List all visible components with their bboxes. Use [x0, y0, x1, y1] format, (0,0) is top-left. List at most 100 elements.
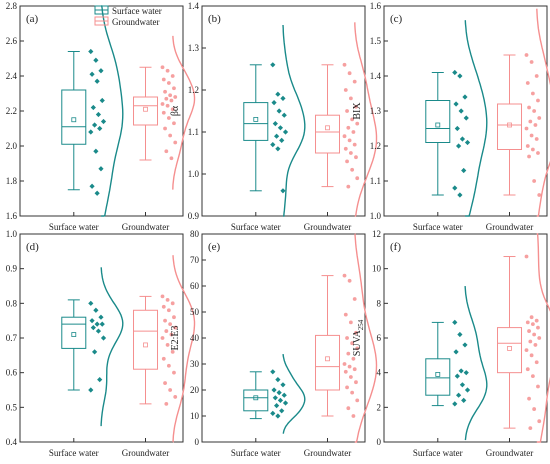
data-point [173, 95, 178, 99]
y-axis-label: SUVA254 [352, 319, 365, 356]
data-point [280, 382, 286, 388]
data-point [161, 110, 166, 115]
x-tick-label: Surface water [49, 222, 99, 232]
y-axis-label-text: SUVA [352, 330, 363, 357]
data-point [92, 122, 98, 128]
panel-b: 0.9 1.0 1.1 1.2 1.3 1.4 βα (b) Surface water Grou… [170, 1, 378, 232]
data-point [95, 111, 102, 118]
data-point [88, 48, 94, 55]
data-point [282, 400, 289, 406]
data-point [172, 121, 176, 126]
data-point [89, 318, 95, 324]
data-point [88, 300, 94, 306]
data-point [281, 112, 287, 118]
y-tick-label: 2.0 [6, 141, 18, 151]
y-tick-label: 30 [190, 359, 200, 369]
legend-item-surface-water: Surface water [94, 5, 162, 16]
y-tick-label: 1.1 [370, 176, 381, 186]
data-point [99, 321, 105, 327]
data-point [530, 374, 535, 379]
data-point [280, 95, 286, 101]
data-point [351, 356, 356, 361]
data-point [276, 108, 282, 114]
y-axis-label-subscript: 254 [357, 319, 365, 330]
data-point [537, 336, 542, 340]
x-tick-label: Surface water [231, 448, 281, 458]
data-point [463, 115, 469, 121]
data-point [456, 143, 462, 149]
data-point [88, 387, 94, 393]
data-point [170, 301, 175, 306]
data-point [530, 322, 535, 327]
y-tick-label: 0.8 [6, 298, 18, 308]
data-point [165, 343, 170, 347]
data-point [529, 315, 534, 320]
data-point [279, 137, 285, 143]
mean-marker [71, 332, 77, 337]
data-point [90, 104, 96, 111]
data-point [534, 137, 539, 141]
data-point [279, 408, 285, 414]
panel-e: 0 10 20 30 40 50 60 70 80 E2:E3 (e) Surface water Gr… [170, 229, 378, 458]
data-point [89, 183, 95, 189]
data-point [351, 414, 356, 418]
y-tick-label: 6 [377, 333, 382, 343]
data-point [461, 397, 467, 403]
data-point [275, 377, 281, 383]
series-groundwater [133, 35, 196, 190]
data-point [281, 392, 287, 398]
legend-item-groundwater: Groundwater [94, 16, 159, 27]
data-point [277, 125, 284, 131]
data-point [529, 353, 534, 358]
y-tick-label: 0.6 [6, 368, 18, 378]
data-point [524, 254, 529, 259]
data-point [348, 96, 353, 101]
data-point [348, 320, 353, 325]
series-surface-water [243, 24, 306, 217]
density-curve [172, 35, 196, 190]
data-point [524, 53, 529, 57]
data-point [350, 117, 355, 122]
data-point [534, 318, 539, 323]
plot-frame [19, 5, 184, 217]
data-point [525, 320, 530, 325]
data-point [163, 89, 167, 94]
data-point [463, 370, 469, 376]
density-curve [282, 354, 306, 434]
box-iqr [243, 389, 269, 412]
data-point [166, 81, 171, 85]
data-point [351, 130, 356, 134]
data-point [165, 297, 170, 302]
data-point [163, 381, 167, 385]
data-point [88, 129, 94, 135]
data-point [462, 94, 468, 100]
data-point [529, 133, 534, 138]
data-point [161, 356, 166, 361]
y-tick-label: 10 [372, 264, 382, 274]
data-point [343, 88, 348, 92]
data-point [536, 325, 540, 330]
legend-label: Groundwater [112, 17, 159, 27]
data-point [169, 156, 174, 161]
data-point [537, 193, 542, 197]
data-point [355, 176, 360, 181]
series-groundwater [497, 233, 550, 443]
density-curve [536, 233, 550, 443]
data-point [537, 116, 542, 120]
data-point [354, 330, 358, 335]
mean-marker [507, 122, 512, 128]
y-tick-label: 1.4 [370, 71, 382, 81]
box-iqr [315, 114, 341, 154]
data-point [165, 68, 170, 73]
y-tick-label: 1.4 [188, 1, 200, 11]
data-point [352, 367, 357, 372]
x-tick-label: Groundwater [486, 448, 533, 458]
data-point [352, 142, 357, 147]
data-point [530, 91, 535, 96]
density-curve [464, 286, 488, 441]
data-point [163, 318, 167, 323]
data-point [99, 97, 105, 104]
density-curve [354, 233, 378, 443]
data-point [352, 297, 357, 301]
